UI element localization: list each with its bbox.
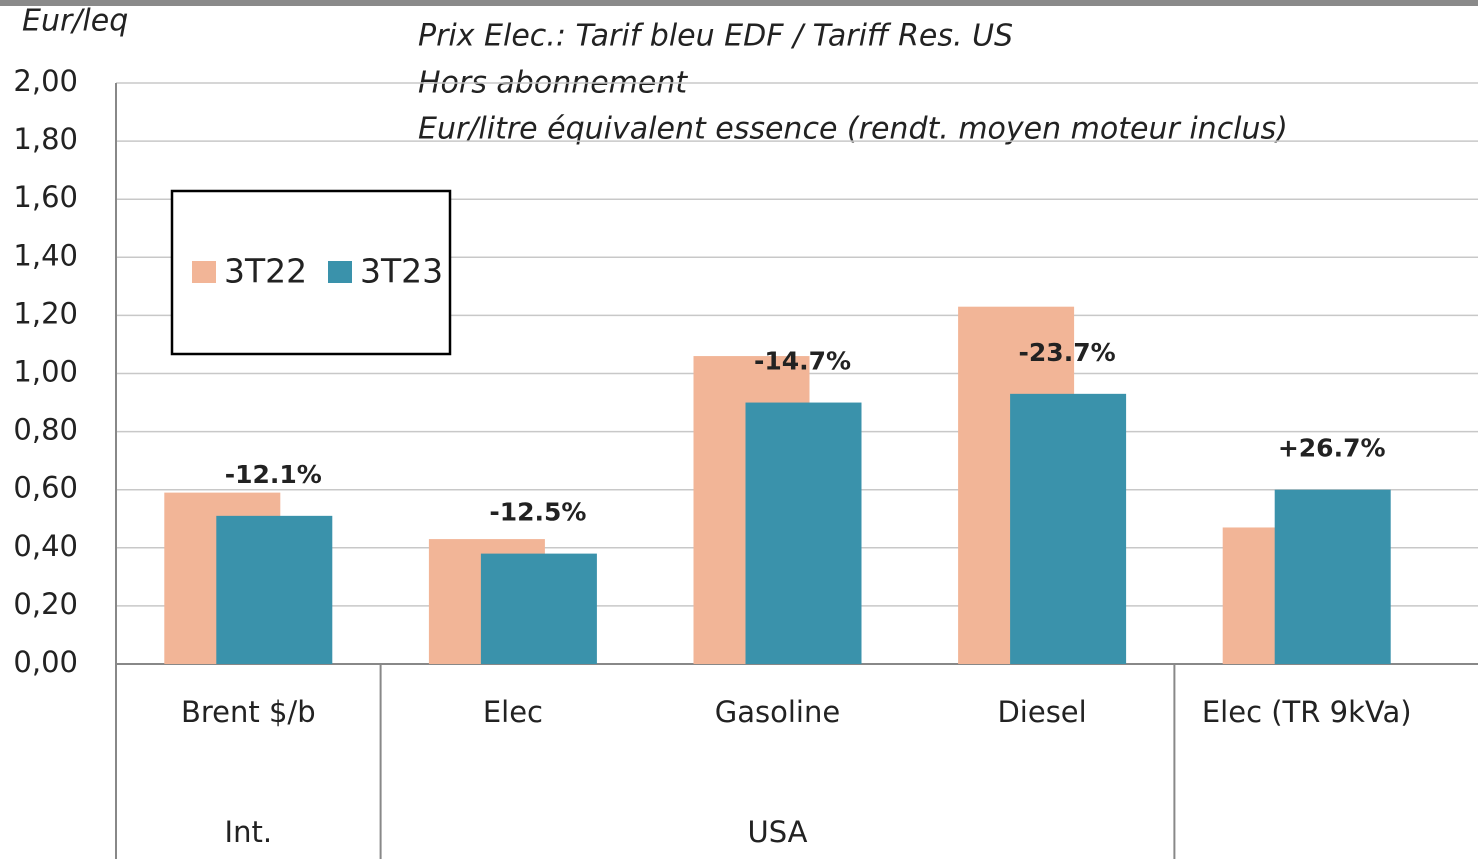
group-label: Int. (225, 815, 273, 849)
y-tick-label: 1,40 (13, 238, 78, 272)
y-tick-label: 0,80 (13, 413, 78, 447)
y-tick-label: 0,00 (13, 645, 78, 679)
annotation: -23.7% (1019, 338, 1116, 367)
legend-label: 3T23 (360, 252, 443, 291)
legend-swatch (192, 261, 216, 283)
annotation: -14.7% (754, 347, 851, 376)
bar (745, 402, 862, 664)
y-tick-label: 1,80 (13, 122, 78, 156)
top-shadow (0, 0, 1478, 6)
y-tick-label: 1,20 (13, 296, 78, 330)
y-tick-label: 2,00 (13, 64, 78, 98)
group-label: USA (747, 815, 807, 849)
annotation: +26.7% (1278, 434, 1386, 463)
bar (480, 553, 597, 664)
y-tick-label: 0,60 (13, 471, 78, 505)
x-tick-label: Brent $/b (181, 695, 316, 729)
y-tick-label: 1,00 (13, 355, 78, 389)
x-tick-label: Elec (483, 695, 543, 729)
legend-label: 3T22 (224, 252, 307, 291)
x-tick-label: Diesel (997, 695, 1086, 729)
x-tick-label: Elec (TR 9kVa) (1202, 695, 1412, 729)
y-tick-label: 0,20 (13, 587, 78, 621)
annotation: -12.1% (225, 460, 322, 489)
y-tick-label: 1,60 (13, 180, 78, 214)
legend-box (170, 189, 452, 356)
subtitle: Prix Elec.: Tarif bleu EDF / Tariff Res.… (418, 19, 1013, 54)
x-tick-label: Gasoline (715, 695, 840, 729)
annotation: -12.5% (489, 498, 586, 527)
legend-swatch (328, 261, 352, 283)
bar (1274, 489, 1391, 664)
bar (1010, 393, 1127, 664)
y-tick-label: 0,40 (13, 529, 78, 563)
y-axis-label: Eur/leq (22, 4, 128, 39)
bar (216, 515, 333, 664)
